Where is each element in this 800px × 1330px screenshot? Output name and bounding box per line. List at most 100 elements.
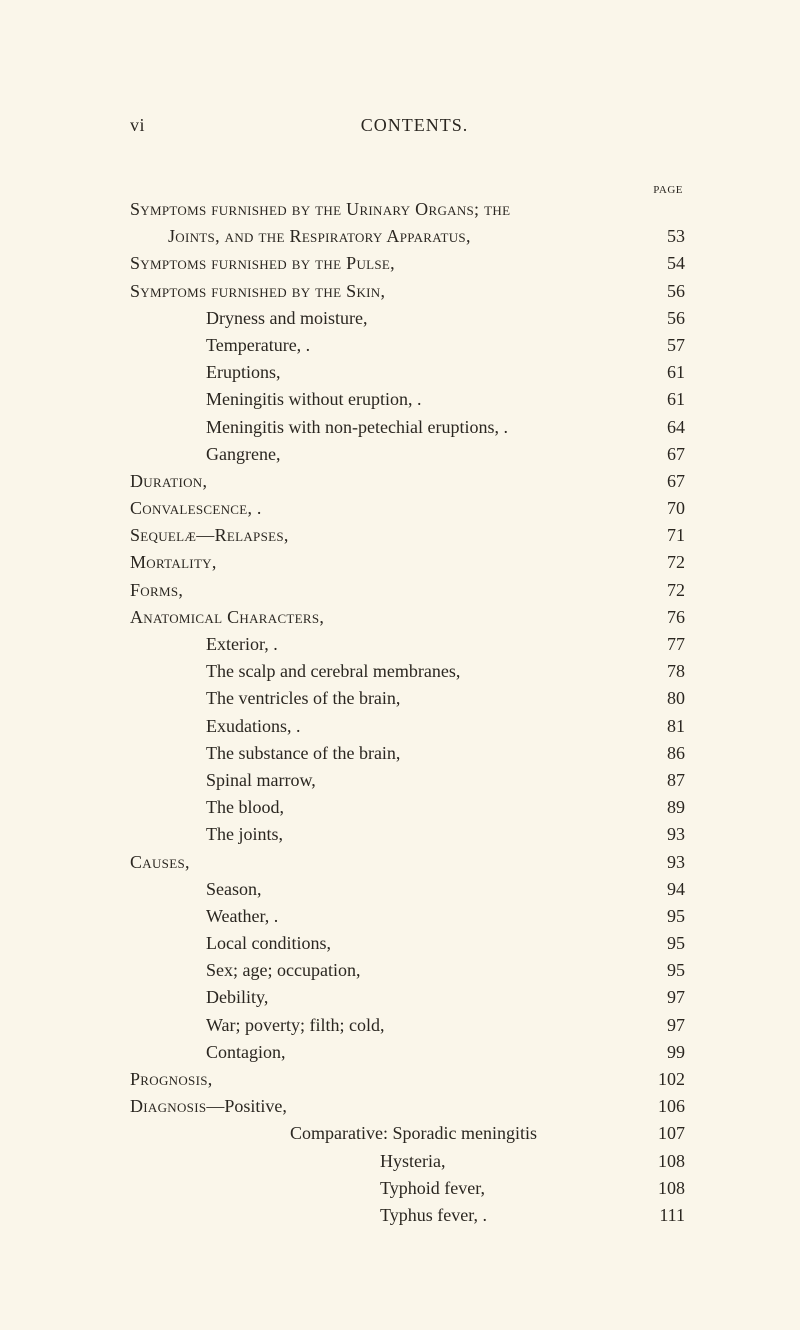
- toc-label: Season,: [206, 880, 262, 898]
- toc-row: Hysteria,108: [130, 1152, 685, 1170]
- toc-label-plain: The ventricles of the brain,: [206, 688, 400, 708]
- toc-label-smallcaps: Anatomical Characters,: [130, 607, 324, 627]
- toc-row: Meningitis without eruption, .61: [130, 390, 685, 408]
- toc-page: 108: [643, 1179, 685, 1197]
- toc-page: 61: [643, 363, 685, 381]
- toc-page: 53: [643, 227, 685, 245]
- toc-label: The joints,: [206, 825, 283, 843]
- toc-label-smallcaps: Convalescence,: [130, 498, 252, 518]
- toc-page: 102: [643, 1070, 685, 1088]
- toc-label: Comparative: Sporadic meningitis: [290, 1124, 537, 1142]
- toc-label-plain: .: [252, 498, 261, 518]
- toc-page: 106: [643, 1097, 685, 1115]
- toc-label: Temperature, .: [206, 336, 310, 354]
- toc-label: Symptoms furnished by the Pulse,: [130, 254, 395, 272]
- toc-label: The substance of the brain,: [206, 744, 400, 762]
- toc-label: Symptoms furnished by the Urinary Organs…: [130, 200, 510, 218]
- toc-row: War; poverty; filth; cold,97: [130, 1016, 685, 1034]
- toc-label: Prognosis,: [130, 1070, 213, 1088]
- toc-label-plain: Meningitis without eruption, .: [206, 389, 422, 409]
- toc-label: Symptoms furnished by the Skin,: [130, 282, 385, 300]
- toc-label: Exudations, .: [206, 717, 301, 735]
- toc-label: The blood,: [206, 798, 284, 816]
- toc-label: Anatomical Characters,: [130, 608, 324, 626]
- toc-label: Contagion,: [206, 1043, 286, 1061]
- toc-row: The blood, 89: [130, 798, 685, 816]
- toc-label: Hysteria,: [380, 1152, 445, 1170]
- toc-page: 87: [643, 771, 685, 789]
- toc-label-plain: Debility,: [206, 987, 268, 1007]
- toc-label: War; poverty; filth; cold,: [206, 1016, 385, 1034]
- toc-row: Convalescence, .70: [130, 499, 685, 517]
- toc-row: Symptoms furnished by the Urinary Organs…: [130, 200, 685, 218]
- toc-label-smallcaps: Mortality,: [130, 552, 217, 572]
- toc-row: The ventricles of the brain,80: [130, 689, 685, 707]
- toc-label-plain: Exterior, .: [206, 634, 278, 654]
- toc-label-plain: Eruptions,: [206, 362, 281, 382]
- toc-label-plain: Season,: [206, 879, 262, 899]
- toc-page: 78: [643, 662, 685, 680]
- toc-row: Contagion,99: [130, 1043, 685, 1061]
- running-head-spacer: [684, 115, 685, 136]
- toc-page: 107: [643, 1124, 685, 1142]
- toc-page: 72: [643, 553, 685, 571]
- toc-label-plain: Typhus fever, .: [380, 1205, 487, 1225]
- toc-row: Eruptions, 61: [130, 363, 685, 381]
- toc-label-plain: Meningitis with non-petechial eruptions,…: [206, 417, 508, 437]
- toc-label-plain: Temperature, .: [206, 335, 310, 355]
- toc-label-plain: Dryness and moisture,: [206, 308, 367, 328]
- toc-row: The scalp and cerebral membranes, 78: [130, 662, 685, 680]
- toc-page: 95: [643, 934, 685, 952]
- toc-label-plain: Contagion,: [206, 1042, 286, 1062]
- toc-row: Dryness and moisture,56: [130, 309, 685, 327]
- toc-row: Symptoms furnished by the Pulse, 54: [130, 254, 685, 272]
- toc-page: 81: [643, 717, 685, 735]
- page-number-roman: vi: [130, 115, 145, 136]
- toc-label: Gangrene,: [206, 445, 280, 463]
- toc-label-smallcaps: Sequelæ—Relapses,: [130, 525, 289, 545]
- toc-row: The joints,93: [130, 825, 685, 843]
- toc-label: Joints, and the Respiratory Apparatus,: [168, 227, 471, 245]
- toc-label: The ventricles of the brain,: [206, 689, 400, 707]
- toc-label: Dryness and moisture,: [206, 309, 367, 327]
- toc-row: Mortality, 72: [130, 553, 685, 571]
- toc-page: 54: [643, 254, 685, 272]
- toc-page: 72: [643, 581, 685, 599]
- toc-page: 77: [643, 635, 685, 653]
- toc-label-plain: The blood,: [206, 797, 284, 817]
- toc-row: The substance of the brain, 86: [130, 744, 685, 762]
- toc-row: Duration, 67: [130, 472, 685, 490]
- toc-label-plain: The joints,: [206, 824, 283, 844]
- toc-label: Exterior, .: [206, 635, 278, 653]
- toc-row: Sequelæ—Relapses,71: [130, 526, 685, 544]
- toc-label-smallcaps: Duration,: [130, 471, 207, 491]
- toc-page: 89: [643, 798, 685, 816]
- toc-label-plain: Typhoid fever,: [380, 1178, 485, 1198]
- toc-page: 86: [643, 744, 685, 762]
- toc-label-smallcaps: Symptoms furnished by the Urinary Organs…: [130, 199, 510, 219]
- toc-row: Joints, and the Respiratory Apparatus, 53: [130, 227, 685, 245]
- toc-label: Meningitis without eruption, .: [206, 390, 422, 408]
- toc-label-plain: The scalp and cerebral membranes,: [206, 661, 460, 681]
- toc-label: Debility,: [206, 988, 268, 1006]
- toc-row: Typhus fever, .111: [130, 1206, 685, 1224]
- toc-label-plain: Spinal marrow,: [206, 770, 316, 790]
- toc-label: The scalp and cerebral membranes,: [206, 662, 460, 680]
- toc-row: Forms,72: [130, 581, 685, 599]
- toc-label: Duration,: [130, 472, 207, 490]
- toc-label: Weather, .: [206, 907, 278, 925]
- running-head: vi CONTENTS.: [130, 115, 685, 136]
- toc-page: 67: [643, 472, 685, 490]
- toc-label: Local conditions,: [206, 934, 331, 952]
- toc-row: Symptoms furnished by the Skin,56: [130, 282, 685, 300]
- toc-row: Spinal marrow, 87: [130, 771, 685, 789]
- toc-page: 95: [643, 961, 685, 979]
- toc-label-smallcaps: Diagnosis: [130, 1096, 206, 1116]
- toc-row: Meningitis with non-petechial eruptions,…: [130, 418, 685, 436]
- toc-label-plain: The substance of the brain,: [206, 743, 400, 763]
- contents-title: CONTENTS.: [361, 115, 469, 136]
- toc-row: Typhoid fever, 108: [130, 1179, 685, 1197]
- toc-label: Meningitis with non-petechial eruptions,…: [206, 418, 508, 436]
- toc-label: Spinal marrow,: [206, 771, 316, 789]
- toc-label: Typhoid fever,: [380, 1179, 485, 1197]
